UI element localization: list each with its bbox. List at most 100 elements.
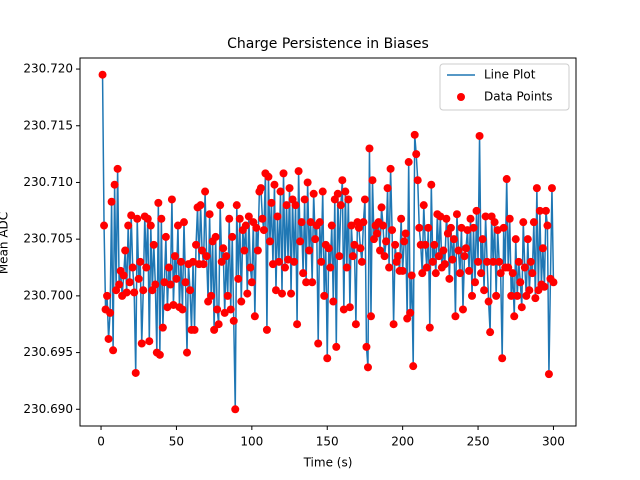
data-point — [354, 223, 363, 232]
data-point — [259, 226, 268, 235]
data-point — [285, 184, 294, 193]
data-point — [167, 195, 176, 204]
data-point — [380, 252, 389, 261]
data-point — [172, 274, 181, 283]
data-point — [290, 257, 299, 266]
data-point — [373, 229, 382, 238]
data-point — [317, 257, 326, 266]
data-point — [528, 269, 537, 278]
data-point — [270, 180, 279, 189]
data-point — [115, 280, 124, 289]
data-point — [451, 312, 460, 321]
data-point — [508, 269, 517, 278]
data-point — [158, 323, 167, 332]
data-point — [525, 286, 534, 295]
data-point — [465, 266, 474, 275]
data-point — [190, 325, 199, 334]
data-point — [359, 218, 368, 227]
data-point — [471, 278, 480, 287]
data-point — [427, 180, 436, 189]
data-point — [143, 214, 152, 223]
y-tick-label: 230.700 — [23, 288, 73, 302]
data-point — [164, 263, 173, 272]
data-point — [385, 263, 394, 272]
data-point — [133, 214, 142, 223]
data-point — [360, 195, 369, 204]
data-point — [478, 235, 487, 244]
data-point — [237, 297, 246, 306]
data-point — [457, 223, 466, 232]
data-point — [335, 252, 344, 261]
data-point — [434, 252, 443, 261]
data-point — [483, 257, 492, 266]
data-point — [265, 237, 274, 246]
data-point — [490, 218, 499, 227]
data-point — [499, 223, 508, 232]
data-point — [127, 211, 136, 220]
data-point — [232, 201, 241, 210]
data-point — [520, 263, 529, 272]
data-point — [119, 271, 128, 280]
data-point — [247, 278, 256, 287]
data-point — [357, 257, 366, 266]
data-point — [166, 280, 175, 289]
data-point — [176, 257, 185, 266]
data-point — [454, 246, 463, 255]
data-point — [514, 257, 523, 266]
data-point — [139, 286, 148, 295]
data-point — [291, 201, 300, 210]
data-point — [495, 257, 504, 266]
data-point — [258, 214, 267, 223]
data-point — [535, 206, 544, 215]
data-point — [329, 297, 338, 306]
data-point — [155, 350, 164, 359]
data-point — [493, 226, 502, 235]
data-point — [125, 278, 134, 287]
data-point — [365, 144, 374, 153]
data-point — [113, 164, 122, 173]
data-point — [448, 255, 457, 264]
data-point — [278, 289, 287, 298]
plot-frame — [79, 57, 577, 427]
data-point — [284, 255, 293, 264]
data-point — [397, 214, 406, 223]
data-point — [219, 244, 228, 253]
data-point — [182, 348, 191, 357]
data-point — [169, 300, 178, 309]
data-point — [455, 269, 464, 278]
data-point — [256, 184, 265, 193]
x-axis-label: Time (s) — [303, 456, 353, 470]
data-point — [314, 339, 323, 348]
data-point — [418, 269, 427, 278]
data-point — [267, 198, 276, 207]
data-point — [484, 297, 493, 306]
data-point — [110, 180, 119, 189]
data-point — [273, 212, 282, 221]
data-point — [377, 203, 386, 212]
data-point — [332, 342, 341, 351]
data-point — [201, 187, 210, 196]
data-point — [308, 278, 317, 287]
data-point — [142, 263, 151, 272]
data-point — [474, 257, 483, 266]
data-point — [469, 223, 478, 232]
legend-label: Line Plot — [484, 68, 536, 82]
data-point — [226, 305, 235, 314]
data-point — [368, 176, 377, 185]
data-point — [362, 342, 371, 351]
data-point — [246, 263, 255, 272]
data-point — [383, 184, 392, 193]
data-point — [243, 289, 252, 298]
data-point — [276, 187, 285, 196]
data-point — [231, 405, 240, 414]
data-point — [202, 252, 211, 261]
data-point — [121, 246, 130, 255]
data-point — [250, 312, 259, 321]
data-point — [229, 316, 238, 325]
data-point — [173, 221, 182, 230]
y-tick-label: 230.715 — [23, 118, 73, 132]
data-point — [344, 195, 353, 204]
data-point — [297, 218, 306, 227]
data-point — [541, 206, 550, 215]
data-point — [309, 189, 318, 198]
